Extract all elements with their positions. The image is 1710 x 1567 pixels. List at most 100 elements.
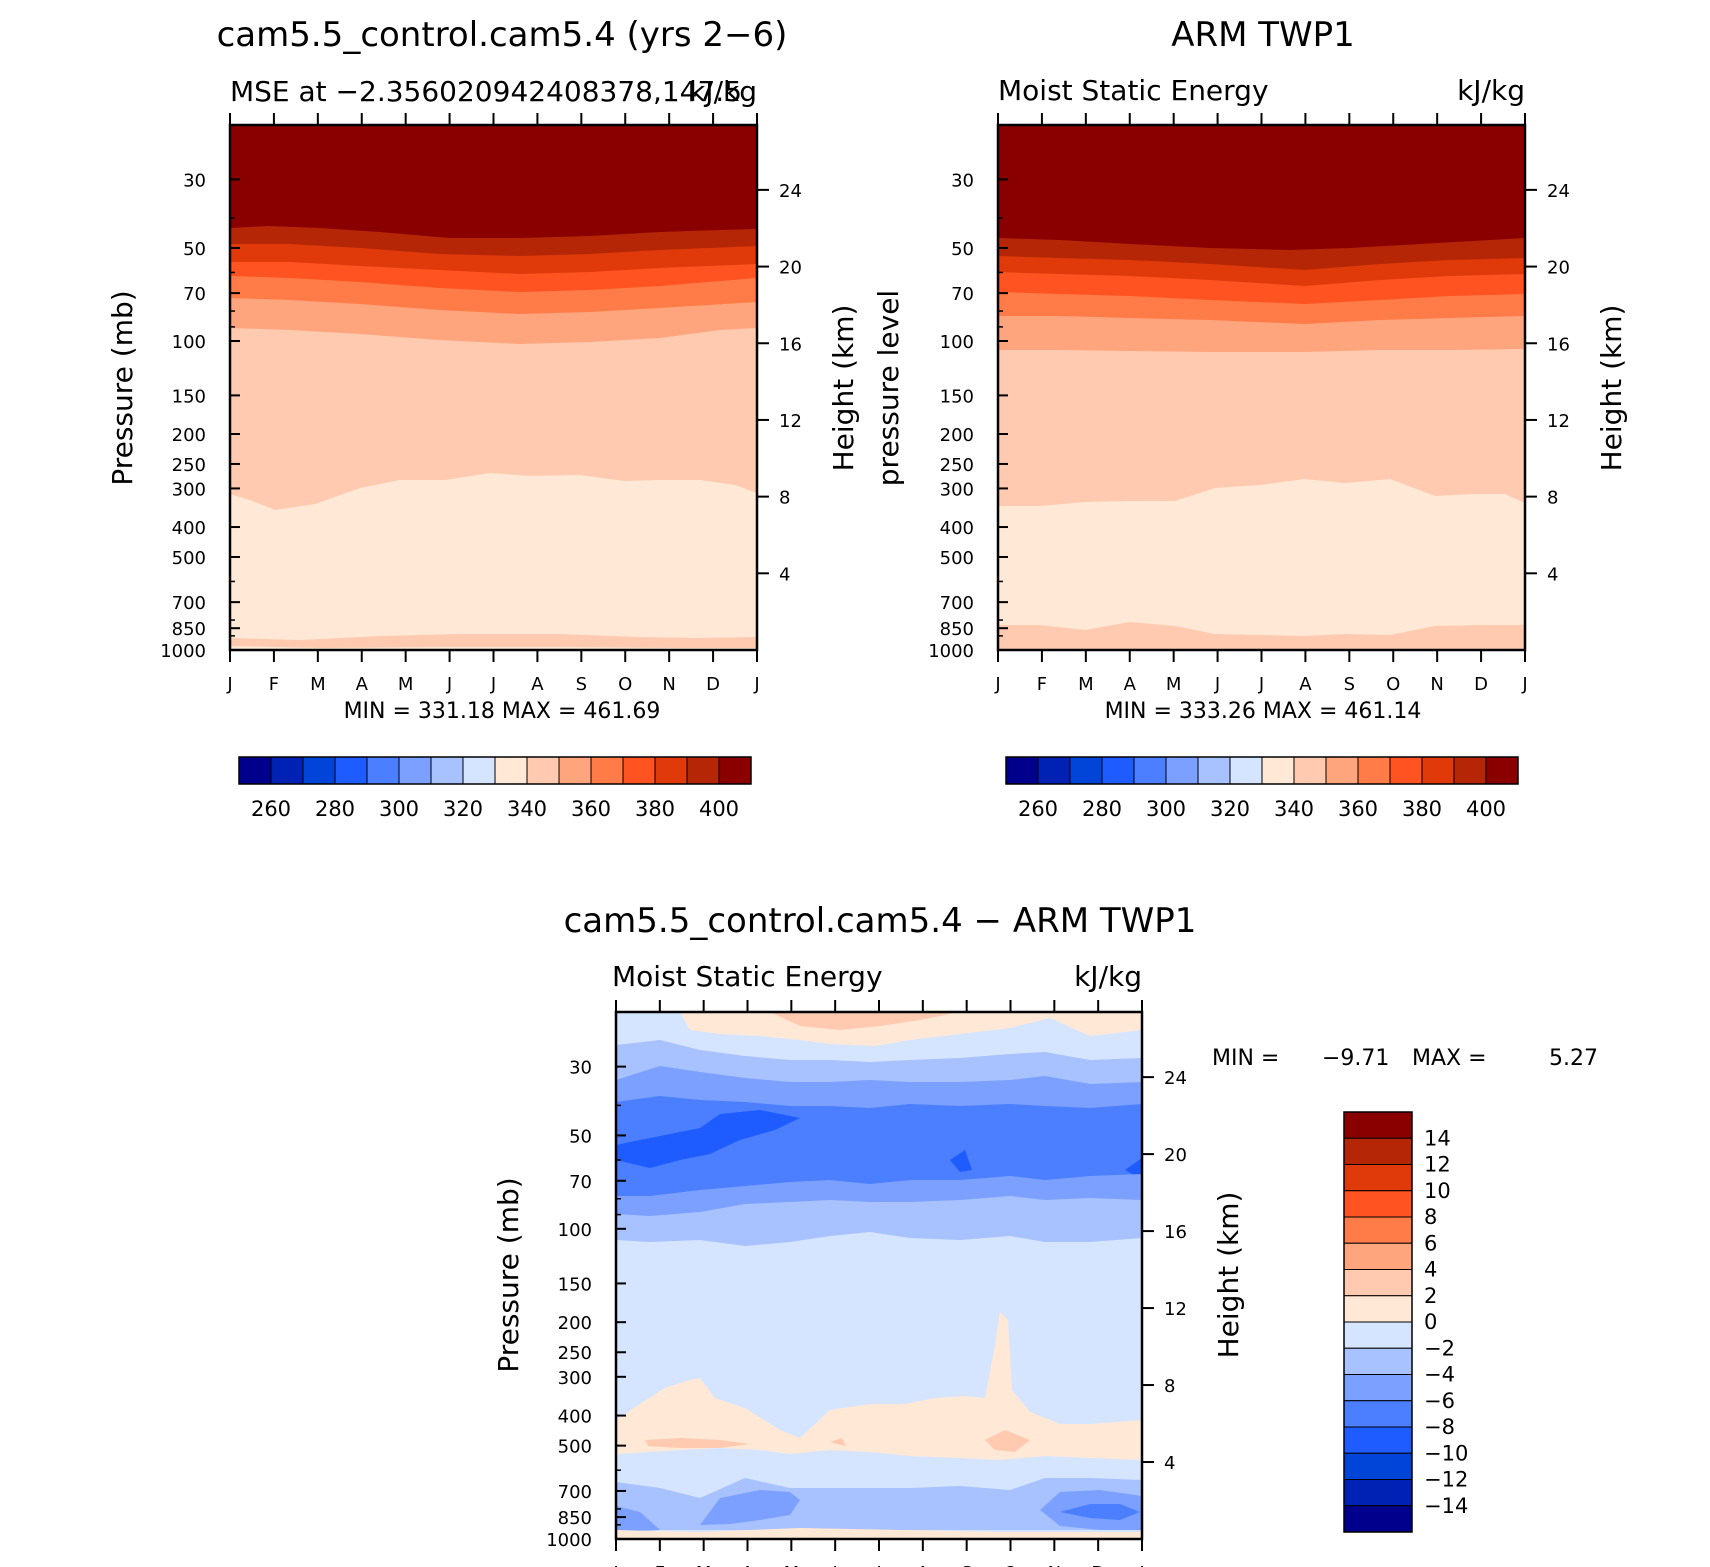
y-tick-label-pressure: 850 [172,619,206,640]
colorbar-swatch [1343,1400,1413,1428]
colorbar-label: 10 [1424,1179,1451,1203]
y-tick-label-height: 16 [1164,1222,1187,1243]
y-tick-label-pressure: 400 [172,518,206,539]
y-tick-label-pressure: 300 [172,479,206,500]
x-tick-label: M [1078,674,1094,695]
y-tick-label-height: 16 [1547,334,1570,355]
colorbar-swatch [270,756,304,785]
contour-fill-diff [1060,1504,1140,1520]
colorbar-label: −6 [1424,1389,1455,1413]
x-tick-label: A [917,1563,930,1567]
colorbar-swatch [718,756,752,785]
y-tick-label-height: 8 [779,488,790,509]
colorbar-swatch [334,756,368,785]
y-tick-label-pressure: 400 [940,518,974,539]
colorbar-label: 280 [315,797,355,821]
x-tick-label: A [1299,674,1312,695]
panel-diff-subtitle-left: Moist Static Energy [612,960,883,993]
panel-diff-contours [616,1012,1142,1539]
x-tick-label: J [446,674,452,695]
x-tick-label: O [1386,674,1400,695]
colorbar-swatch [1165,756,1199,785]
x-tick-label: J [875,1563,881,1567]
y-tick-label-pressure: 850 [558,1508,592,1529]
panel-model: cam5.5_control.cam5.4 (yrs 2−6) MSE at −… [106,15,860,821]
x-tick-label: A [741,1563,754,1567]
colorbar-label: 260 [251,797,291,821]
colorbar-swatch [1343,1111,1413,1139]
y-tick-label-height: 8 [1547,488,1558,509]
panel-obs-colorbar: 260 280 300 320 340 360 380 400 [1005,756,1519,821]
panel-diff-ylabel-right: Height (km) [1212,1192,1245,1359]
panel-obs-ylabel-right: Height (km) [1595,305,1628,472]
contour-fill-diff [616,1460,1142,1498]
y-tick-label-pressure: 30 [183,170,206,191]
colorbar-label: 12 [1424,1153,1451,1177]
contour-fill-diff [616,1528,1142,1539]
y-tick-label-pressure: 70 [183,284,206,305]
x-tick-label: A [1124,674,1137,695]
y-tick-label-pressure: 200 [558,1313,592,1334]
y-tick-label-pressure: 250 [940,455,974,476]
colorbar-label: 260 [1018,797,1058,821]
y-tick-label-pressure: 400 [558,1407,592,1428]
y-tick-label-pressure: 150 [940,386,974,407]
panel-model-ylabel-right: Height (km) [827,305,860,472]
colorbar-label: 320 [443,797,483,821]
x-tick-label: A [356,674,369,695]
panel-obs-minmax: MIN = 333.26 MAX = 461.14 [1105,699,1422,724]
y-tick-label-pressure: 70 [569,1172,592,1193]
contour-fill-diff [616,1312,1142,1460]
colorbar-swatch [654,756,688,785]
y-tick-label-height: 24 [1547,181,1570,202]
y-tick-label-height: 4 [779,564,790,585]
panel-diff: cam5.5_control.cam5.4 − ARM TWP1 Moist S… [492,901,1598,1567]
x-tick-label: S [576,674,587,695]
x-tick-label: M [784,1563,800,1567]
panel-diff-subtitle-right: kJ/kg [1074,960,1142,993]
y-tick-label-pressure: 50 [951,239,974,260]
y-tick-label-pressure: 250 [558,1343,592,1364]
contour-fill-obs [998,622,1525,650]
panel-diff-min-value: −9.71 [1322,1046,1389,1071]
y-tick-label-pressure: 30 [951,170,974,191]
x-tick-label: F [1037,674,1047,695]
colorbar-swatch [1101,756,1135,785]
y-tick-label-pressure: 500 [172,548,206,569]
colorbar-frame [1005,756,1519,785]
y-tick-label-height: 20 [1164,1145,1187,1166]
colorbar-swatch [1343,1374,1413,1402]
panel-diff-min-label: MIN = [1212,1046,1279,1071]
panel-model-ylabel-left: Pressure (mb) [106,290,139,485]
colorbar-swatch [1453,756,1487,785]
x-tick-label: F [269,674,279,695]
y-tick-label-pressure: 1000 [546,1530,592,1551]
colorbar-swatch [1343,1137,1413,1165]
y-tick-label-height: 12 [1164,1299,1187,1320]
panel-obs-title: ARM TWP1 [1171,15,1355,55]
colorbar-swatch [1005,756,1039,785]
panel-obs-ylabel-left: pressure level [872,290,905,486]
colorbar-swatch [526,756,560,785]
colorbar-swatch [1389,756,1423,785]
y-tick-label-height: 12 [779,411,802,432]
y-tick-label-height: 24 [779,181,802,202]
colorbar-swatch [238,756,272,785]
colorbar-label: 8 [1424,1205,1437,1229]
x-tick-label: J [490,674,496,695]
y-tick-label-pressure: 50 [183,239,206,260]
colorbar-swatch [1343,1426,1413,1454]
panel-diff-max-value: 5.27 [1549,1046,1598,1071]
y-tick-label-pressure: 30 [569,1058,592,1079]
contour-fill-diff [616,1506,660,1532]
colorbar-label: 400 [1466,797,1506,821]
colorbar-label: 380 [635,797,675,821]
colorbar-swatch [1343,1295,1413,1323]
panel-diff-max-label: MAX = [1412,1046,1487,1071]
y-tick-label-pressure: 100 [940,332,974,353]
x-tick-label: J [753,674,759,695]
colorbar-swatch [1343,1190,1413,1218]
colorbar-frame [1343,1111,1413,1533]
